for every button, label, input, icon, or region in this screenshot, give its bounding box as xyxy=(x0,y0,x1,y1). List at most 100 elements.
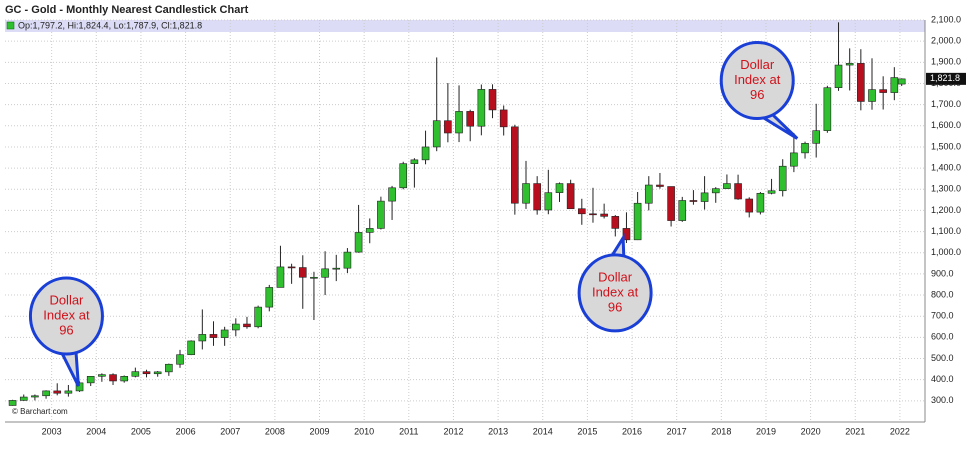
candle-body xyxy=(42,390,50,397)
annotation-text: Dollar xyxy=(598,269,633,284)
annotation-text: 96 xyxy=(608,299,622,314)
annotation-bubble xyxy=(719,40,795,120)
candle-body xyxy=(321,268,329,278)
candle-body xyxy=(533,183,541,211)
candle-body xyxy=(209,334,218,338)
y-tick-label: 1,100.0 xyxy=(931,226,961,236)
candle-body xyxy=(522,183,530,204)
y-tick-label: 900.0 xyxy=(931,268,954,278)
candle-body xyxy=(131,371,140,377)
y-tick-label: 2,100.0 xyxy=(931,14,961,24)
x-tick-label: 2014 xyxy=(533,426,553,436)
candle-body xyxy=(276,266,285,288)
x-tick-label: 2003 xyxy=(42,426,62,436)
y-tick-label: 1,300.0 xyxy=(931,184,961,194)
candle-body xyxy=(243,323,251,328)
candle-body xyxy=(544,192,553,211)
candle-body xyxy=(388,187,396,202)
annotation-text: Index at xyxy=(592,284,639,299)
y-tick-label: 1,000.0 xyxy=(931,247,961,257)
x-tick-label: 2021 xyxy=(845,426,865,436)
candle-body xyxy=(310,276,318,279)
candle-body xyxy=(723,183,731,189)
candle-body xyxy=(589,213,597,216)
y-tick-label: 800.0 xyxy=(931,289,954,299)
candle-body xyxy=(153,371,162,375)
candle-body xyxy=(790,152,798,167)
candle-body xyxy=(8,400,17,406)
candle-body xyxy=(444,120,452,134)
x-tick-label: 2004 xyxy=(86,426,106,436)
candle-body xyxy=(499,109,508,128)
x-tick-label: 2010 xyxy=(354,426,374,436)
candle-body xyxy=(432,120,441,148)
candle-body xyxy=(220,329,229,338)
y-tick-label: 300.0 xyxy=(931,395,954,405)
candle-body xyxy=(622,228,631,241)
x-tick-label: 2022 xyxy=(890,426,910,436)
candle-body xyxy=(477,89,486,127)
candle-body xyxy=(120,375,128,382)
candle-body xyxy=(98,374,106,377)
candle-body xyxy=(600,213,608,217)
y-tick-label: 500.0 xyxy=(931,353,954,363)
x-tick-label: 2006 xyxy=(176,426,196,436)
candle-body xyxy=(31,395,39,398)
x-tick-label: 2012 xyxy=(443,426,463,436)
candle-body xyxy=(566,183,575,210)
candle-body xyxy=(857,63,865,102)
x-tick-label: 2020 xyxy=(801,426,821,436)
candle-body xyxy=(64,390,73,394)
candle-body xyxy=(897,78,906,85)
last-price-label: 1,821.8 xyxy=(930,73,960,83)
candle-body xyxy=(176,354,184,365)
candle-body xyxy=(377,200,385,229)
x-tick-label: 2017 xyxy=(667,426,687,436)
candle-body xyxy=(689,200,698,202)
candle-body xyxy=(410,159,419,164)
annotation-text: Index at xyxy=(43,307,90,322)
candle-body xyxy=(198,334,207,342)
candle-body xyxy=(455,111,463,134)
x-tick-label: 2018 xyxy=(711,426,731,436)
candle-body xyxy=(879,89,887,93)
candle-body xyxy=(332,267,341,270)
candle-body xyxy=(834,64,843,89)
x-tick-label: 2005 xyxy=(131,426,151,436)
x-tick-label: 2011 xyxy=(399,426,418,436)
annotation-bubble xyxy=(28,276,104,356)
chart-title: GC - Gold - Monthly Nearest Candlestick … xyxy=(5,4,249,16)
candle-body xyxy=(187,340,195,356)
y-tick-label: 700.0 xyxy=(931,311,954,321)
candle-body xyxy=(53,390,62,394)
x-tick-label: 2013 xyxy=(488,426,508,436)
candle-body xyxy=(298,267,307,278)
candle-body xyxy=(343,251,352,269)
candle-body xyxy=(399,163,408,189)
candle-body xyxy=(287,266,296,269)
candle-body xyxy=(667,186,675,221)
candle-body xyxy=(232,323,240,331)
y-tick-label: 1,600.0 xyxy=(931,120,961,130)
candle-body xyxy=(644,184,653,204)
candle-body xyxy=(265,287,274,308)
candle-body xyxy=(142,371,151,375)
candle-body xyxy=(555,183,564,193)
candle-body xyxy=(165,363,173,373)
annotation-text: 96 xyxy=(59,322,73,337)
candle-body xyxy=(845,63,854,66)
candle-body xyxy=(868,89,876,102)
y-tick-label: 1,200.0 xyxy=(931,205,961,215)
x-tick-label: 2009 xyxy=(310,426,330,436)
candle-body xyxy=(767,190,776,194)
annotation-text: 96 xyxy=(750,87,764,102)
candle-body xyxy=(823,87,832,131)
candle-body xyxy=(778,165,787,192)
candle-body xyxy=(801,143,809,154)
x-tick-label: 2019 xyxy=(756,426,776,436)
candle-body xyxy=(488,89,497,111)
candle-body xyxy=(711,188,720,194)
y-tick-label: 2,000.0 xyxy=(931,36,961,46)
candle-body xyxy=(656,184,664,187)
info-strip xyxy=(5,20,925,32)
